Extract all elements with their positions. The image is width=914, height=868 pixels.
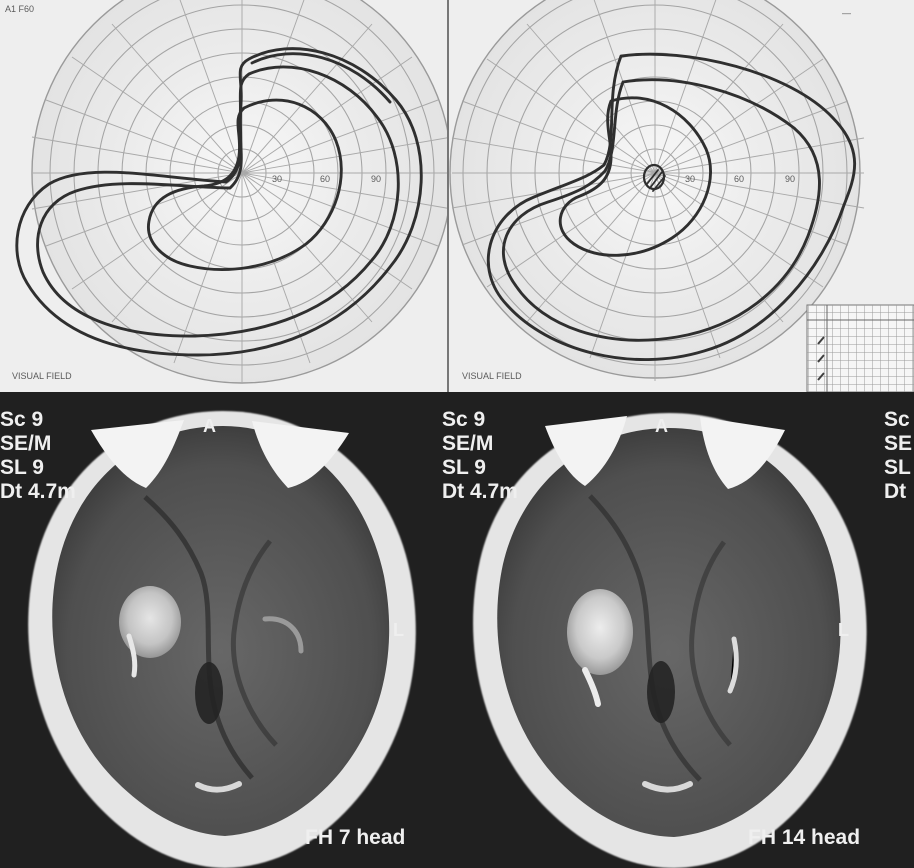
left-scan-footer: FH 7 head: [305, 826, 405, 849]
left-brain-mri: Sc 9 SE/M SL 9 Dt 4.7m A L FH 7 head: [0, 408, 416, 868]
left-outer-isopter-shadow: [250, 52, 392, 104]
right-scan-line-4: Dt 4.7m: [442, 480, 518, 503]
left-scan-line-4: Dt 4.7m: [0, 480, 76, 503]
right-scan-footer: FH 14 head: [748, 826, 860, 849]
left-side-marker: L: [393, 620, 404, 640]
partial-right-line-1: Sc: [884, 408, 910, 431]
right-brain-mri: Sc 9 SE/M SL 9 Dt 4.7m A L FH 14 head: [442, 408, 867, 868]
right-label-30: 30: [685, 174, 695, 184]
left-corner-text: A1 F60: [5, 4, 34, 14]
left-label-90: 90: [371, 174, 381, 184]
mri-svg: Sc 9 SE/M SL 9 Dt 4.7m A L FH 7 head: [0, 392, 914, 868]
visual-field-svg: A1 F60 30 60 90 VISUAL FIELD: [0, 0, 914, 392]
right-scan-line-1: Sc 9: [442, 408, 485, 431]
left-anterior-marker: A: [203, 416, 216, 436]
left-inner-isopter: [147, 98, 343, 271]
right-anterior-marker: A: [655, 416, 668, 436]
right-visual-field-chart: — 30 60 90 VISUAL FIELD: [448, 0, 914, 392]
left-scan-line-2: SE/M: [0, 432, 51, 455]
right-legend-grid: [806, 304, 914, 392]
right-label-60: 60: [734, 174, 744, 184]
left-scan-line-1: Sc 9: [0, 408, 43, 431]
right-corner-mark: —: [842, 8, 851, 18]
left-scan-line-3: SL 9: [0, 456, 44, 479]
left-label-60: 60: [320, 174, 330, 184]
left-label-30: 30: [272, 174, 282, 184]
right-middle-isopter: [501, 78, 821, 342]
right-outer-isopter: [486, 52, 856, 362]
left-middle-isopter: [36, 65, 400, 338]
left-outer-isopter: [15, 47, 423, 357]
visual-field-panels: A1 F60 30 60 90 VISUAL FIELD: [0, 0, 914, 392]
partial-right-line-2: SE: [884, 432, 912, 455]
right-label-90: 90: [785, 174, 795, 184]
partial-right-line-4: Dt: [884, 480, 906, 503]
left-field-legend: VISUAL FIELD: [12, 371, 72, 381]
right-field-legend: VISUAL FIELD: [462, 371, 522, 381]
partial-right-line-3: SL: [884, 456, 911, 479]
right-side-marker: L: [838, 620, 849, 640]
right-scan-line-2: SE/M: [442, 432, 493, 455]
right-scan-line-3: SL 9: [442, 456, 486, 479]
right-inner-isopter: [558, 96, 712, 257]
mri-panels: Sc 9 SE/M SL 9 Dt 4.7m A L FH 7 head: [0, 392, 914, 868]
